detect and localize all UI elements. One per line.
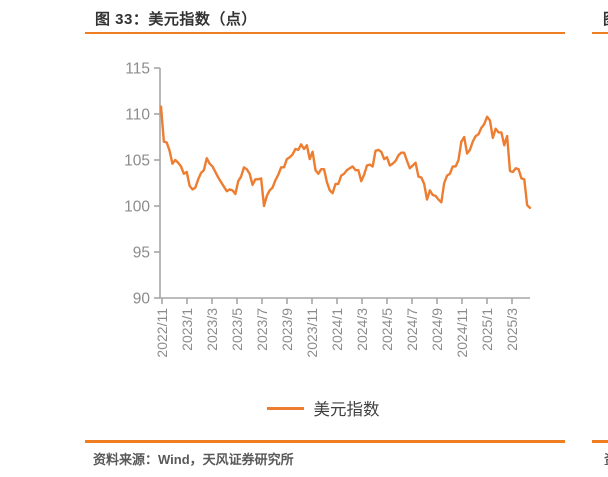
adjacent-footer-divider-fragment [592,440,608,443]
dollar-index-chart-svg: 90 95 100 105 110 115 2022/11 2023/1 2023/3 2023/… [124,61,532,358]
y-tick-label: 110 [125,107,150,124]
adjacent-figure-title-fragment: 图 [603,8,608,26]
figure-title: 图 33：美元指数（点） [95,11,257,28]
chart-legend: 美元指数 [98,396,548,420]
x-tick-label: 2024/1 [329,308,345,351]
source-note: 资料来源：Wind，天风证券研究所 [93,452,294,467]
x-tick-label: 2023/7 [254,308,270,351]
x-tick-label: 2024/3 [354,308,370,351]
footer-divider-rule [85,440,565,443]
x-tick-label: 2023/3 [204,308,220,351]
y-tick-label: 105 [124,153,150,170]
title-divider-rule [85,31,565,34]
y-tick-label: 90 [133,291,151,308]
x-tick-label: 2022/11 [154,308,170,358]
x-tick-label: 2023/5 [229,308,245,351]
x-tick-label: 2025/3 [504,308,520,351]
x-tick-label: 2024/7 [404,308,420,351]
legend-label: 美元指数 [313,401,380,419]
x-tick-label: 2025/1 [479,308,495,351]
x-tick-label: 2023/1 [179,308,195,351]
x-tick-label: 2023/9 [279,308,295,351]
adjacent-title-divider-fragment [592,31,608,34]
x-tick-label: 2024/9 [429,308,445,351]
adjacent-source-fragment: 资 [604,449,608,465]
x-tick-label: 2024/11 [454,308,470,358]
dollar-index-line [159,105,532,210]
x-tick-label: 2023/11 [304,308,320,358]
axis-lines [159,68,530,299]
y-tick-label: 95 [133,245,150,262]
y-tick-label: 115 [125,61,150,78]
legend-line-icon [266,406,304,410]
y-tick-label: 100 [124,199,150,216]
dollar-index-chart: 90 95 100 105 110 115 2022/11 2023/1 2023/3 2023/… [98,54,548,386]
x-tick-label: 2024/5 [379,308,395,351]
